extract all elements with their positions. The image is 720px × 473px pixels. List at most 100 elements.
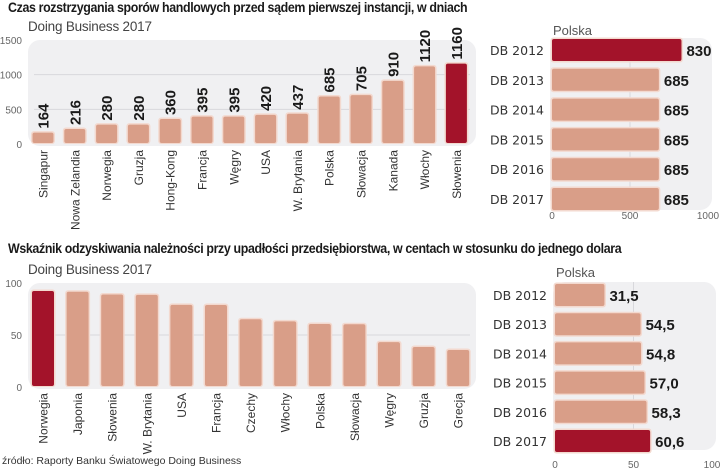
chart1-value-label: 910 (385, 52, 402, 77)
chart2-bar (552, 98, 659, 121)
chart3-bar (378, 342, 400, 386)
chart1-category-label: Hong-Kong (164, 150, 178, 211)
chart4-category-label: DB 2017 (493, 434, 547, 449)
chart1-value-label: 1160 (449, 27, 466, 60)
chart4-category-label: DB 2014 (493, 346, 547, 361)
chart1-bar (350, 95, 372, 143)
chart3-subtitle: Doing Business 2017 (28, 262, 152, 277)
chart1-bar (223, 116, 245, 143)
chart3-category-label: W. Brytania (140, 393, 154, 455)
chart2-category-label: DB 2017 (490, 192, 544, 207)
chart2-xtick: 0 (549, 211, 555, 222)
chart2-panel (550, 38, 712, 210)
chart4-xtick: 0 (552, 460, 558, 471)
chart2-category-label: DB 2012 (490, 43, 544, 58)
chart1-category-label: USA (259, 150, 273, 175)
chart2-value-label: 830 (686, 43, 711, 60)
chart3-ytick: 0 (16, 383, 22, 394)
chart4-bar (555, 400, 647, 423)
chart2-panel-title: Polska (553, 23, 593, 38)
chart1-category-label: Kanada (386, 150, 400, 192)
chart2-bar (552, 68, 659, 91)
chart1-value-label: 420 (258, 86, 275, 111)
chart2-xtick: 500 (622, 211, 639, 222)
chart3-bar (274, 321, 297, 386)
chart1-bar (255, 114, 277, 143)
chart1-category-label: Słowenia (450, 150, 464, 199)
chart1-value-label: 1120 (417, 30, 434, 63)
chart4-panel-title: Polska (556, 265, 596, 280)
chart1-category-label: Węgry (227, 150, 241, 185)
chart1-category-label: Gruzja (132, 150, 146, 186)
chart1-value-label: 164 (36, 103, 53, 129)
chart4-value-label: 57,0 (649, 376, 678, 393)
chart3-bar (343, 324, 366, 386)
chart2-value-label: 685 (664, 192, 689, 209)
chart3-bar (32, 291, 54, 386)
chart2-value-label: 685 (664, 132, 689, 149)
chart2-category-label: DB 2015 (490, 132, 544, 147)
chart2-value-label: 685 (664, 73, 689, 90)
chart2-bar (552, 128, 659, 151)
chart1-bar (382, 80, 404, 143)
chart4-xtick: 100 (704, 460, 720, 471)
chart4-xtick: 50 (628, 460, 640, 471)
chart1-category-label: Norwegia (100, 150, 114, 201)
chart2-bar (552, 158, 659, 181)
chart3-category-label: Włochy (279, 393, 293, 432)
chart1-category-label: Francja (196, 150, 210, 190)
chart3-bar (308, 323, 331, 386)
chart3-category-label: Słowenia (106, 393, 120, 442)
chart2-category-label: DB 2013 (490, 73, 544, 88)
chart1-value-label: 437 (290, 85, 307, 110)
chart1-ytick: 1500 (0, 36, 22, 47)
chart1-value-label: 705 (354, 66, 371, 91)
chart1-title: Czas rozstrzygania sporów handlowych prz… (8, 0, 468, 15)
chart3-category-label: Japonia (71, 393, 85, 435)
chart4-value-label: 54,8 (646, 346, 675, 363)
chart1-value-label: 280 (99, 96, 116, 121)
chart3-category-label: Polska (313, 393, 327, 429)
chart2-category-label: DB 2014 (490, 103, 544, 118)
chart4-category-label: DB 2013 (493, 317, 547, 332)
chart1-value-label: 216 (67, 100, 84, 125)
chart1-category-label: Polska (323, 150, 337, 186)
chart3-bar (239, 319, 262, 386)
chart1-category-label: W. Brytania (291, 150, 305, 212)
chart4-bar (555, 342, 642, 365)
chart1-bar (32, 132, 54, 143)
chart1-category-label: Nowa Zelandia (68, 150, 82, 230)
chart3-ytick: 100 (5, 279, 22, 290)
chart3-category-label: Węgry (383, 393, 397, 428)
chart4-bar (555, 430, 651, 452)
chart1-ytick: 500 (5, 105, 22, 116)
chart1-subtitle: Doing Business 2017 (28, 19, 152, 34)
chart1-bar (318, 96, 340, 143)
chart1-bar (159, 119, 181, 143)
chart3-ytick: 50 (11, 331, 23, 342)
chart4-value-label: 31,5 (609, 288, 638, 305)
chart1-value-label: 395 (226, 88, 243, 113)
chart1-ytick: 1000 (0, 71, 22, 82)
chart4-value-label: 60,6 (655, 434, 684, 451)
chart1-value-label: 395 (195, 88, 212, 113)
chart3-category-label: Norwegia (37, 393, 51, 444)
chart1-value-label: 685 (322, 67, 339, 92)
chart4-value-label: 54,5 (646, 317, 675, 334)
chart4-bar (555, 371, 645, 394)
chart1-bar (414, 66, 436, 143)
chart1-value-label: 280 (131, 96, 148, 121)
chart3-bar (205, 305, 227, 386)
chart1-bar (64, 129, 86, 143)
chart3-bar (412, 346, 435, 386)
chart3-category-label: Gruzja (417, 393, 431, 429)
chart2-category-label: DB 2016 (490, 162, 544, 177)
chart3-bar (66, 291, 89, 386)
chart4-bar (555, 284, 605, 306)
chart3-category-label: Słowacja (348, 393, 362, 441)
chart4-category-label: DB 2016 (493, 405, 547, 420)
chart1-bar (191, 116, 213, 143)
chart1-category-label: Słowacja (355, 150, 369, 198)
chart1-value-label: 360 (163, 90, 180, 115)
